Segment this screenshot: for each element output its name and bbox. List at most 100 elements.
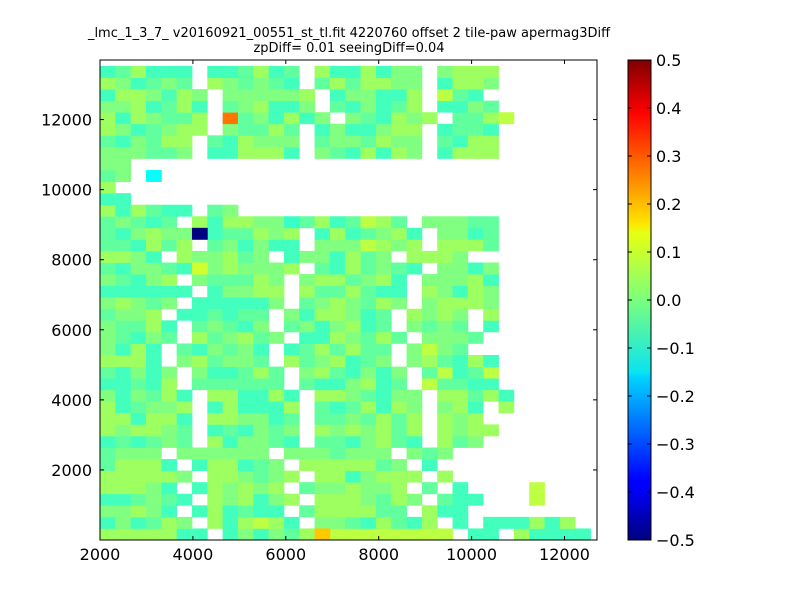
heatmap-cell	[483, 274, 499, 287]
heatmap-cell	[207, 77, 224, 90]
heatmap-cell	[437, 308, 453, 321]
heatmap-cell	[207, 355, 224, 367]
heatmap-cell	[421, 320, 438, 333]
heatmap-cell	[452, 250, 469, 263]
heatmap-cell	[115, 482, 132, 495]
y-tick-label: 4000	[51, 391, 92, 410]
heatmap-cell	[483, 146, 499, 159]
heatmap-cell	[161, 366, 178, 379]
heatmap-cell	[467, 100, 484, 113]
heatmap-cell	[145, 412, 162, 425]
heatmap-cell	[360, 343, 377, 356]
heatmap-cell	[467, 89, 484, 102]
heatmap-cell	[100, 262, 116, 275]
heatmap-cell	[253, 435, 270, 448]
heatmap-cell	[176, 262, 193, 275]
heatmap-cell	[529, 493, 545, 506]
heatmap-cell	[176, 424, 193, 437]
heatmap-cell	[130, 216, 147, 229]
heatmap-cell	[467, 493, 484, 506]
heatmap-cell	[268, 435, 285, 448]
heatmap-cell	[130, 262, 147, 275]
heatmap-cell	[253, 89, 270, 102]
heatmap-cell	[498, 112, 515, 125]
heatmap-cell	[130, 239, 147, 252]
heatmap-cell	[329, 77, 346, 90]
heatmap-cell	[207, 331, 224, 344]
heatmap-cell	[283, 343, 300, 356]
heatmap-cell	[299, 343, 315, 356]
heatmap-cell	[130, 123, 147, 136]
heatmap-cell	[314, 227, 331, 240]
heatmap-cell	[145, 100, 162, 113]
heatmap-cell	[268, 227, 285, 240]
heatmap-cell	[100, 112, 116, 125]
heatmap-cell	[391, 412, 407, 425]
heatmap-cell	[207, 308, 224, 321]
heatmap-cell	[406, 112, 423, 125]
heatmap-cell	[406, 435, 423, 448]
heatmap-cell	[406, 412, 423, 425]
heatmap-cell	[360, 447, 377, 460]
heatmap-cell	[268, 274, 285, 287]
heatmap-cell	[100, 297, 116, 310]
heatmap-cell	[237, 89, 254, 102]
plot-frame	[99, 59, 598, 541]
heatmap-cell	[176, 493, 193, 506]
heatmap-cell	[360, 146, 377, 159]
heatmap-cell	[100, 401, 116, 414]
heatmap-cell	[329, 343, 346, 356]
heatmap-cell	[130, 297, 147, 310]
heatmap-cell	[161, 459, 178, 472]
heatmap-cell	[130, 320, 147, 333]
heatmap-cell	[115, 239, 132, 252]
heatmap-cell	[421, 447, 438, 460]
heatmap-cell	[253, 135, 270, 148]
heatmap-cell	[268, 331, 285, 344]
heatmap-cell	[283, 89, 300, 102]
heatmap-cell	[222, 297, 239, 310]
heatmap-cell	[253, 112, 270, 125]
heatmap-cell	[314, 378, 331, 391]
heatmap-cell	[207, 297, 224, 310]
heatmap-cell	[176, 65, 193, 78]
heatmap-cell	[100, 65, 116, 78]
heatmap-cell	[161, 331, 178, 344]
heatmap-cell	[329, 285, 346, 298]
heatmap-cell	[100, 181, 116, 194]
heatmap-cell	[452, 227, 469, 240]
heatmap-cell	[100, 378, 116, 391]
heatmap-cell	[130, 412, 147, 425]
colorbar-tick-label: −0.3	[656, 435, 695, 454]
heatmap-cell	[360, 389, 377, 402]
heatmap-cell	[467, 77, 484, 90]
heatmap-cell	[314, 239, 331, 252]
heatmap-cell	[100, 89, 116, 102]
heatmap-cell	[283, 470, 300, 483]
heatmap-cell	[130, 65, 147, 78]
heatmap-cell	[283, 320, 300, 333]
heatmap-cell	[375, 378, 392, 391]
heatmap-cell	[222, 135, 239, 148]
heatmap-cell	[283, 135, 300, 148]
heatmap-cell	[406, 308, 423, 321]
heatmap-cell	[314, 355, 331, 367]
heatmap-cell	[222, 308, 239, 321]
heatmap-cell	[498, 389, 515, 402]
heatmap-cell	[100, 493, 116, 506]
heatmap-cell	[452, 516, 469, 529]
heatmap-cell	[467, 297, 484, 310]
heatmap-cell	[207, 65, 224, 78]
heatmap-cell	[406, 493, 423, 506]
heatmap-cell	[253, 320, 270, 333]
heatmap-cell	[237, 459, 254, 472]
heatmap-cell	[329, 320, 346, 333]
heatmap-cell	[283, 262, 300, 275]
heatmap-cell	[375, 493, 392, 506]
heatmap-cell	[191, 459, 208, 472]
heatmap-cell	[253, 297, 270, 310]
heatmap-cell	[391, 378, 407, 391]
heatmap-cell	[283, 227, 300, 240]
heatmap-cell	[191, 528, 208, 541]
heatmap-cell	[191, 505, 208, 518]
